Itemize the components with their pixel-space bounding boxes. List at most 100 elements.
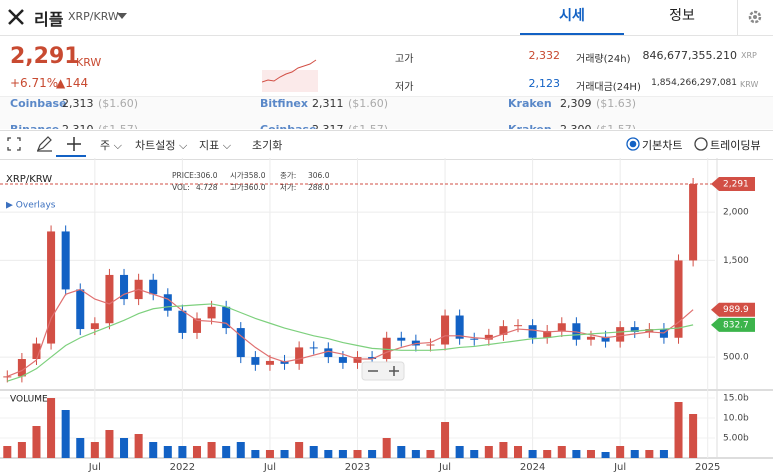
- volume-bar: [353, 450, 362, 458]
- tab[interactable]: 정보: [669, 8, 695, 24]
- exchange-cell: Coinbase: [260, 123, 317, 129]
- y-tick-label: 500.0: [723, 353, 749, 363]
- volume-bar: [528, 450, 537, 458]
- volume-bar: [484, 446, 493, 458]
- candle-body: [441, 315, 450, 345]
- exchange-cell: Binance: [10, 123, 59, 129]
- volume-bar: [251, 450, 260, 458]
- candle-body: [192, 318, 202, 333]
- candle-body: [222, 306, 231, 329]
- info-text: 288.0: [308, 183, 330, 192]
- x-tick-label: Jul: [613, 462, 626, 473]
- radio-checked[interactable]: [626, 137, 640, 151]
- volume-bar: [163, 446, 172, 458]
- exchange-cell: 2,310: [62, 123, 94, 129]
- coin-name: 리플: [34, 10, 64, 29]
- volume-bar: [3, 446, 12, 458]
- exchange-cell: 2,317: [312, 123, 344, 129]
- y-tick-label: 15.0b: [723, 394, 749, 404]
- candle-body: [120, 274, 129, 300]
- price-tag-label: 832.7: [723, 320, 749, 330]
- candle-body: [484, 334, 493, 340]
- radio-label[interactable]: 트레이딩뷰: [710, 139, 761, 152]
- ma-line: [7, 303, 694, 382]
- volume-bar: [411, 450, 420, 458]
- stat-unit: KRW: [740, 80, 759, 89]
- tool[interactable]: 차트설정 ⌵: [135, 139, 188, 152]
- volume-bar: [616, 446, 625, 458]
- y-tick-label: 10.0b: [723, 414, 749, 424]
- x-tick-label: Jul: [263, 462, 276, 473]
- volume-bar: [601, 452, 610, 458]
- y-tick-label: 1,500: [723, 256, 749, 266]
- exchange-cell: 2,313: [62, 97, 94, 110]
- candle-body: [236, 328, 245, 358]
- volume-bar: [572, 450, 581, 458]
- price-tag-label: 989.9: [723, 305, 749, 315]
- candle-body: [309, 347, 318, 349]
- candle-body: [455, 315, 464, 339]
- volume-bar: [659, 450, 668, 458]
- toolbar-icons[interactable]: [6, 136, 106, 152]
- x-tick-label: 2024: [520, 462, 545, 473]
- price-unit: KRW: [76, 56, 102, 69]
- candle-body: [528, 325, 537, 338]
- volume-bar: [192, 446, 202, 458]
- price: 2,291: [10, 44, 80, 69]
- radio[interactable]: [694, 137, 708, 151]
- exchange-cell: 2,309: [560, 97, 592, 110]
- volume-bar: [645, 450, 654, 458]
- candle-body: [207, 306, 216, 319]
- candle-body: [178, 310, 187, 333]
- info-text: 저가:: [280, 183, 296, 192]
- stat-unit: XRP: [741, 51, 757, 60]
- candle-body: [338, 357, 347, 363]
- candle-body: [689, 183, 698, 261]
- gear-icon[interactable]: [747, 9, 763, 25]
- candle-body: [105, 274, 114, 324]
- tab[interactable]: 시세: [520, 0, 624, 35]
- exchange-cell: ($1.60): [348, 97, 389, 110]
- volume-bar: [455, 446, 464, 458]
- exchange-cell: ($1.63): [596, 97, 637, 110]
- info-text: PRICE:: [172, 171, 196, 180]
- x-tick-label: Jul: [438, 462, 451, 473]
- volume-bar: [470, 450, 479, 458]
- volume-title: VOLUME: [10, 395, 48, 405]
- volume-bar: [61, 410, 70, 458]
- volume-bar: [338, 450, 347, 458]
- change-pct: +6.71%: [10, 76, 59, 90]
- tool[interactable]: 주 ⌵: [100, 139, 122, 152]
- volume-bar: [382, 438, 391, 458]
- sparkline: [262, 59, 318, 92]
- pair: XRP/KRW: [68, 10, 119, 23]
- exchange-cell: 2,300: [560, 123, 592, 129]
- volume-bar: [309, 446, 318, 458]
- toolbar: [0, 130, 773, 160]
- tool[interactable]: 초기화: [252, 139, 283, 152]
- tool-text: 차트설정: [135, 139, 176, 152]
- volume-bar: [120, 438, 129, 458]
- info-text: 306.0: [196, 171, 218, 180]
- volume-bar: [499, 442, 508, 458]
- candle-body: [426, 344, 435, 346]
- logo: [8, 9, 24, 25]
- zoom-in[interactable]: [389, 366, 399, 376]
- volume-bar: [17, 442, 26, 458]
- volume-bar: [324, 450, 333, 458]
- candle-body: [90, 323, 99, 330]
- chart-title: XRP/KRW: [6, 174, 52, 185]
- candle-body: [163, 294, 172, 311]
- x-tick-label: 2025: [695, 462, 720, 473]
- volume-bar: [441, 422, 450, 458]
- price-tag: [711, 317, 755, 332]
- tool[interactable]: 지표 ⌵: [199, 139, 232, 152]
- exchange-cell: ($1.57): [348, 123, 388, 129]
- stat-label: 거래대금(24H): [576, 82, 641, 93]
- y-tick-label: 2,000: [723, 208, 749, 218]
- radio-label[interactable]: 기본차트: [642, 139, 683, 152]
- dropdown[interactable]: [116, 12, 128, 20]
- candle-body: [616, 327, 625, 342]
- price-tag: [711, 302, 755, 317]
